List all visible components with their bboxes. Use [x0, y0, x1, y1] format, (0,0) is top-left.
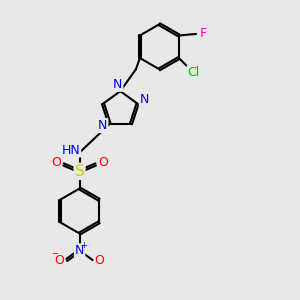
Text: +: +	[80, 241, 87, 250]
Text: S: S	[75, 164, 85, 179]
Text: −: −	[51, 249, 58, 258]
Text: O: O	[52, 156, 61, 169]
Text: O: O	[98, 156, 108, 169]
Text: O: O	[95, 254, 105, 267]
Text: F: F	[200, 27, 206, 40]
Text: HN: HN	[61, 143, 80, 157]
Text: N: N	[140, 94, 149, 106]
Text: N: N	[98, 119, 107, 132]
Text: O: O	[55, 254, 64, 267]
Text: N: N	[113, 78, 122, 91]
Text: N: N	[75, 244, 84, 257]
Text: Cl: Cl	[188, 66, 200, 79]
